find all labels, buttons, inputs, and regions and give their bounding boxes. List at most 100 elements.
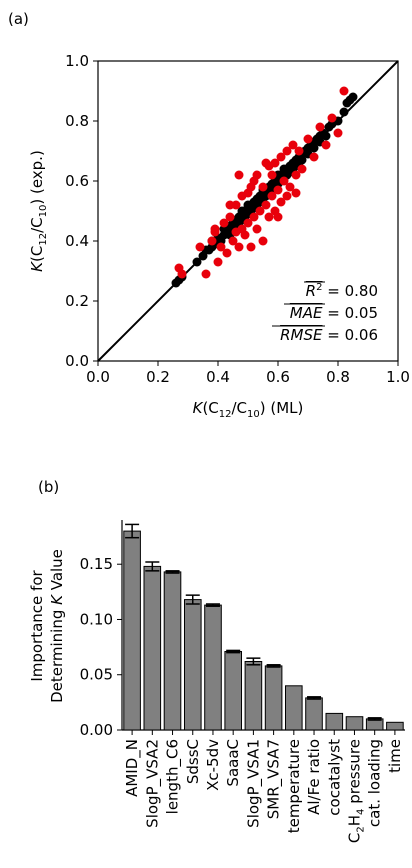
x-tick-label: 0.0 xyxy=(86,368,110,386)
bar-3 xyxy=(184,599,202,731)
y-tick-label: 0.6 xyxy=(65,172,89,190)
scatter-point-s1-2 xyxy=(195,242,205,252)
scatter-point-s1-6 xyxy=(213,257,223,267)
scatter-point-s1-41 xyxy=(288,140,298,150)
scatter-point-s1-28 xyxy=(261,200,271,210)
scatter-point-s1-55 xyxy=(273,212,283,222)
y-tick-label: 1.0 xyxy=(65,52,89,70)
scatter-point-s1-50 xyxy=(333,128,343,138)
bar-x-tick-label: SdssC xyxy=(184,739,202,784)
scatter-point-s0-3 xyxy=(192,257,202,267)
scatter-point-s1-7 xyxy=(216,242,226,252)
bar-panel: (b) 0.00 0.05 0.10 0.15 AMID_N SlogP_VSA2 len… xyxy=(28,478,405,843)
scatter-point-s1-40 xyxy=(285,182,295,192)
bar-x-tick-label: cocatalyst xyxy=(325,739,343,816)
scatter-point-s1-10 xyxy=(225,212,235,222)
scatter-point-s1-38 xyxy=(282,146,292,156)
bar-x-axis-ticks: AMID_N SlogP_VSA2 length_C6 SdssC Xc-5dv Saaa… xyxy=(123,730,404,843)
scatter-point-s1-51 xyxy=(339,86,349,96)
bar-x-tick-label: C2H4 pressure xyxy=(346,739,367,843)
x-axis-ticks: 0.0 0.2 0.4 0.6 0.8 1.0 xyxy=(86,361,410,386)
y-tick-label: 0.0 xyxy=(65,352,89,370)
panel-label-a: (a) xyxy=(8,10,29,28)
scatter-point-s1-31 xyxy=(267,191,277,201)
bar-1 xyxy=(143,565,162,731)
scatter-point-s1-25 xyxy=(255,206,265,216)
bar-y-axis-label-line2: Determining K Value xyxy=(48,549,66,703)
scatter-point-s1-34 xyxy=(273,185,283,195)
y-tick-label: 0.8 xyxy=(65,112,89,130)
bar-x-tick-label: Al/Fe ratio xyxy=(305,739,323,815)
scatter-point-s1-24 xyxy=(252,170,262,180)
scatter-point-s1-47 xyxy=(315,122,325,132)
bar-8 xyxy=(285,685,303,731)
scatter-axes-frame xyxy=(97,60,399,362)
bar-11 xyxy=(345,716,364,731)
scatter-point-s1-27 xyxy=(258,182,268,192)
bar-10 xyxy=(325,712,344,731)
scatter-point-s1-26 xyxy=(258,236,268,246)
scatter-point-s1-23 xyxy=(252,224,262,234)
bar-13 xyxy=(386,721,404,731)
bar-x-tick-label: Xc-5dv xyxy=(204,739,222,791)
scatter-point-s1-53 xyxy=(261,158,271,168)
metric-rmse: RMSE = 0.06 xyxy=(280,326,378,344)
scatter-point-s0-85 xyxy=(339,107,349,117)
scatter-points xyxy=(171,86,358,288)
y-axis-label: K(C12/C10) (exp.) xyxy=(28,150,49,272)
x-axis-label: K(C12/C10) (ML) xyxy=(193,399,304,420)
bar-x-tick-label: AMID_N xyxy=(123,739,142,797)
bar-5 xyxy=(224,651,242,731)
panel-label-b: (b) xyxy=(38,478,59,496)
scatter-point-s1-58 xyxy=(210,224,220,234)
scatter-point-s1-32 xyxy=(270,158,280,168)
bar-marks xyxy=(123,523,404,731)
scatter-panel: (a) 0.0 0.2 0.4 0.6 0.8 1.0 0.0 0.2 0.4 0.6 0.8 1.… xyxy=(8,10,410,420)
bar-7 xyxy=(264,665,283,731)
scatter-point-s1-11 xyxy=(228,236,238,246)
metric-r2: R2 = 0.80 xyxy=(306,282,378,300)
bar-4 xyxy=(204,604,222,731)
scatter-point-s1-45 xyxy=(303,134,313,144)
x-tick-label: 0.8 xyxy=(326,368,350,386)
bar-0 xyxy=(123,530,141,731)
scatter-point-s1-1 xyxy=(177,269,187,279)
scatter-point-s1-20 xyxy=(246,242,256,252)
bar-x-tick-label: temperature xyxy=(285,739,303,833)
scatter-point-s1-22 xyxy=(249,212,259,222)
scatter-point-s1-37 xyxy=(279,176,289,186)
bar-y-tick-label: 0.05 xyxy=(80,666,113,684)
bar-y-tick-label: 0.10 xyxy=(80,610,113,628)
scatter-point-s1-46 xyxy=(309,152,319,162)
scatter-point-s1-49 xyxy=(327,113,337,123)
scatter-point-s1-54 xyxy=(225,200,235,210)
metrics-annotation: R2 = 0.80 MAE = 0.05 RMSE = 0.06 xyxy=(272,281,378,344)
y-tick-label: 0.4 xyxy=(65,232,89,250)
x-tick-label: 0.6 xyxy=(266,368,290,386)
scatter-point-s1-44 xyxy=(297,164,307,174)
scatter-point-s1-36 xyxy=(276,197,286,207)
bar-6 xyxy=(244,661,263,731)
scatter-point-s1-35 xyxy=(276,152,286,162)
scatter-point-s1-19 xyxy=(243,218,253,228)
scatter-point-s1-52 xyxy=(234,170,244,180)
scatter-point-s1-4 xyxy=(207,236,217,246)
scatter-point-s1-48 xyxy=(321,140,331,150)
scatter-point-s1-14 xyxy=(234,242,244,252)
bar-x-tick-label: length_C6 xyxy=(164,739,183,814)
bar-y-tick-label: 0.15 xyxy=(80,555,113,573)
metric-mae: MAE = 0.05 xyxy=(290,304,378,322)
bar-y-axis-ticks: 0.00 0.05 0.10 0.15 xyxy=(80,555,122,739)
scatter-point-s1-30 xyxy=(264,212,274,222)
scatter-point-s1-57 xyxy=(246,182,256,192)
bar-x-tick-label: SlogP_VSA2 xyxy=(143,739,162,828)
bar-y-axis-label-line1: Importance for xyxy=(28,569,46,681)
bar-x-tick-label: cat. loading xyxy=(366,739,384,827)
x-tick-label: 0.2 xyxy=(146,368,170,386)
bar-2 xyxy=(163,571,182,731)
scatter-point-s1-17 xyxy=(240,230,250,240)
scatter-point-s1-43 xyxy=(294,146,304,156)
bar-9 xyxy=(305,697,323,731)
x-tick-label: 0.4 xyxy=(206,368,230,386)
